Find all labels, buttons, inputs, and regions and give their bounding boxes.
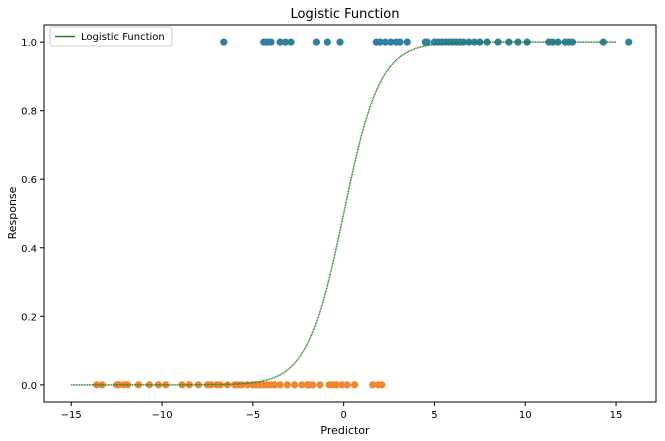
data-point-response-1 bbox=[276, 38, 284, 46]
data-point-response-1 bbox=[336, 38, 344, 46]
data-point-response-0 bbox=[145, 381, 153, 389]
data-point-response-1 bbox=[548, 38, 557, 46]
y-axis-label: Response bbox=[6, 186, 19, 239]
data-point-response-0 bbox=[283, 381, 291, 389]
y-axis-ticks: 0.0 0.2 0.4 0.6 0.8 1.0 bbox=[21, 38, 44, 392]
data-point-response-0 bbox=[93, 381, 101, 389]
data-point-response-1 bbox=[267, 38, 275, 46]
x-tick-label: 5 bbox=[431, 410, 437, 421]
data-point-response-0 bbox=[276, 381, 284, 389]
data-point-response-0 bbox=[298, 381, 306, 389]
data-point-response-1 bbox=[494, 38, 502, 46]
data-point-response-0 bbox=[343, 381, 351, 389]
data-point-response-0 bbox=[316, 381, 324, 389]
chart-title: Logistic Function bbox=[291, 7, 400, 22]
data-point-response-0 bbox=[332, 381, 340, 389]
plot-area-frame bbox=[43, 24, 657, 403]
data-point-response-1 bbox=[287, 38, 295, 46]
x-tick-label: −15 bbox=[61, 410, 82, 421]
legend: Logistic Function bbox=[49, 26, 173, 47]
y-tick-label: 0.6 bbox=[21, 175, 37, 186]
data-point-response-0 bbox=[134, 381, 143, 389]
data-point-response-0 bbox=[185, 381, 193, 389]
y-tick-label: 1.0 bbox=[21, 38, 37, 49]
data-point-response-0 bbox=[271, 381, 279, 389]
data-point-response-1 bbox=[625, 38, 633, 46]
data-point-response-1 bbox=[465, 38, 473, 46]
data-point-response-0 bbox=[378, 381, 386, 389]
data-point-response-0 bbox=[369, 381, 377, 389]
data-point-response-1 bbox=[381, 38, 390, 46]
logistic-curve bbox=[71, 41, 617, 386]
data-point-response-0 bbox=[309, 381, 317, 389]
legend-box bbox=[49, 26, 173, 47]
data-point-response-0 bbox=[338, 381, 346, 389]
x-tick-label: −10 bbox=[151, 410, 172, 421]
data-point-response-1 bbox=[396, 38, 404, 46]
data-point-response-0 bbox=[350, 381, 359, 389]
data-point-response-1 bbox=[423, 38, 431, 46]
data-point-response-1 bbox=[505, 38, 513, 46]
x-tick-label: 10 bbox=[519, 410, 532, 421]
x-axis-ticks: −15 −10 −5 0 5 10 15 bbox=[61, 402, 623, 421]
legend-label: Logistic Function bbox=[81, 32, 165, 43]
data-point-response-1 bbox=[387, 38, 395, 46]
x-tick-label: −5 bbox=[245, 410, 260, 421]
y-tick-label: 0.8 bbox=[21, 107, 37, 118]
data-point-response-1 bbox=[323, 38, 331, 46]
data-point-response-1 bbox=[220, 38, 228, 46]
data-point-response-1 bbox=[403, 38, 411, 46]
data-point-response-1 bbox=[281, 38, 290, 46]
x-tick-label: 0 bbox=[340, 410, 346, 421]
y-tick-label: 0.2 bbox=[21, 312, 37, 323]
x-axis-label: Predictor bbox=[320, 424, 370, 437]
data-point-response-1 bbox=[376, 38, 384, 46]
data-point-response-0 bbox=[291, 381, 299, 389]
data-point-response-1 bbox=[599, 38, 607, 46]
y-tick-label: 0.0 bbox=[21, 381, 37, 392]
y-tick-label: 0.4 bbox=[21, 244, 37, 255]
x-tick-label: 15 bbox=[610, 410, 623, 421]
data-point-response-1 bbox=[312, 38, 321, 46]
